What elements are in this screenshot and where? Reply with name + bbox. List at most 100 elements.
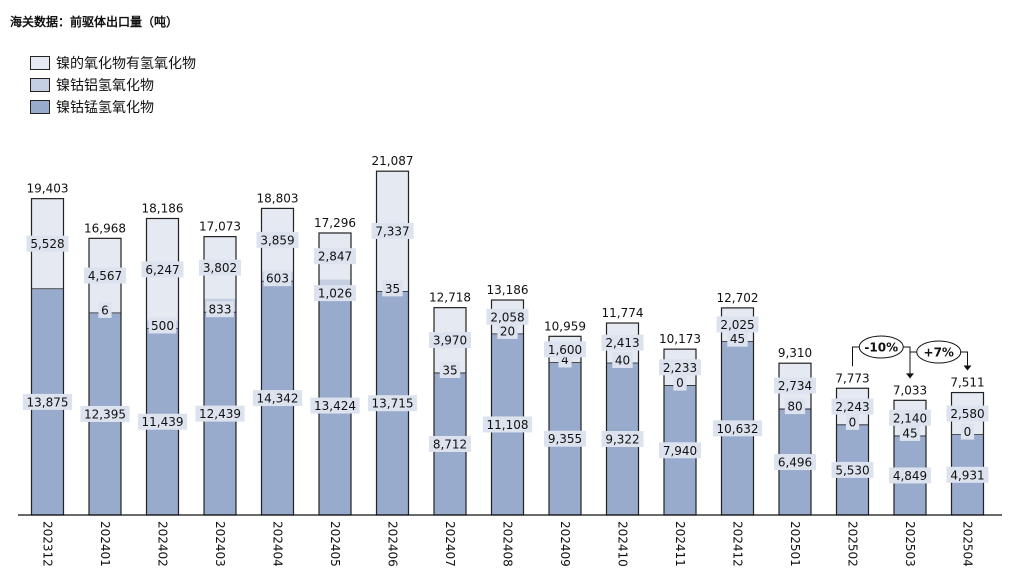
- label-nca-202407-bg: [439, 361, 461, 378]
- label-ni-oxide-202405: 2,847: [318, 250, 352, 264]
- total-label-202409: 10,959: [544, 319, 586, 333]
- label-ni-oxide-202503-bg: [889, 409, 931, 426]
- x-tick-202501: 202501: [788, 521, 802, 567]
- label-ncm-202502-bg: [831, 461, 874, 478]
- label-nca-202404-bg: [263, 270, 292, 287]
- legend: 镍的氧化物有氢氧化物 镍钴铝氢氧化物 镍钴锰氢氧化物: [30, 52, 196, 118]
- legend-swatch-nca: [30, 78, 50, 92]
- label-ni-oxide-202501: 2,734: [778, 379, 812, 393]
- label-ncm-202410: 9,322: [605, 433, 639, 447]
- label-ncm-202404: 14,342: [257, 392, 299, 406]
- label-ncm-202404-bg: [252, 390, 303, 407]
- label-nca-202405-bg: [314, 285, 356, 302]
- label-ncm-202411-bg: [659, 442, 701, 459]
- label-ncm-202504: 4,931: [950, 468, 984, 482]
- label-ni-oxide-202404: 3,859: [260, 233, 294, 247]
- total-label-202504: 7,511: [950, 376, 984, 390]
- label-nca-202411: 0: [676, 376, 684, 390]
- x-tick-202408: 202408: [501, 521, 515, 567]
- label-ncm-202408-bg: [482, 416, 533, 433]
- label-ni-oxide-202504-bg: [946, 405, 989, 422]
- legend-item-nca: 镍钴铝氢氧化物: [30, 74, 196, 96]
- label-nca-202502: 0: [849, 415, 857, 429]
- label-nca-202503: 45: [902, 426, 917, 440]
- label-ncm-202408: 11,108: [487, 418, 529, 432]
- total-label-202408: 13,186: [487, 283, 529, 297]
- label-ni-oxide-202401-bg: [84, 267, 126, 284]
- x-tick-202402: 202402: [156, 521, 170, 567]
- x-tick-202407: 202407: [443, 521, 457, 567]
- label-ncm-202407: 8,712: [433, 437, 467, 451]
- x-tick-202401: 202401: [98, 521, 112, 567]
- label-ncm-202402-bg: [137, 413, 188, 430]
- total-label-202405: 17,296: [314, 216, 356, 230]
- total-label-202401: 16,968: [84, 221, 126, 235]
- legend-swatch-ncm: [30, 100, 50, 114]
- label-ni-oxide-202410-bg: [601, 334, 644, 351]
- total-label-202403: 17,073: [199, 220, 241, 234]
- label-nca-202502-bg: [845, 413, 860, 430]
- total-label-202412: 12,702: [717, 291, 759, 305]
- label-nca-202408: 20: [500, 324, 515, 338]
- total-label-202404: 18,803: [257, 191, 299, 205]
- label-ncm-202402: 11,439: [142, 415, 184, 429]
- label-nca-202402-bg: [148, 317, 177, 334]
- total-label-202406: 21,087: [372, 154, 414, 168]
- label-ncm-202504-bg: [946, 466, 989, 483]
- label-ni-oxide-202407-bg: [429, 332, 471, 349]
- label-nca-202404: 603: [266, 272, 289, 286]
- label-nca-202401-bg: [98, 301, 112, 318]
- label-ni-oxide-202405-bg: [314, 248, 356, 265]
- label-nca-202409: 4: [561, 353, 569, 367]
- label-nca-202401: 6: [101, 303, 109, 317]
- label-nca-202406: 35: [385, 282, 400, 296]
- label-ni-oxide-202407: 3,970: [433, 334, 467, 348]
- label-ncm-202411: 7,940: [663, 444, 697, 458]
- label-ni-oxide-202409: 1,600: [548, 343, 582, 357]
- label-ncm-202405-bg: [310, 397, 360, 414]
- x-tick-202412: 202412: [731, 521, 745, 567]
- x-tick-202502: 202502: [846, 521, 860, 567]
- label-nca-202501-bg: [784, 398, 806, 415]
- label-nca-202405: 1,026: [318, 287, 352, 301]
- label-ncm-202501-bg: [774, 454, 816, 471]
- label-ncm-202501: 6,496: [778, 456, 812, 470]
- label-ni-oxide-202408: 2,058: [490, 310, 524, 324]
- label-ni-oxide-202408-bg: [486, 308, 529, 325]
- total-label-202407: 12,718: [429, 291, 471, 305]
- label-ni-oxide-202401: 4,567: [88, 269, 122, 283]
- label-nca-202503-bg: [899, 424, 921, 441]
- label-nca-202501: 80: [787, 400, 802, 414]
- growth-label-202503: -10%: [864, 341, 898, 355]
- x-tick-202406: 202406: [386, 521, 400, 567]
- total-label-202402: 18,186: [142, 201, 184, 215]
- label-nca-202412-bg: [727, 330, 748, 347]
- total-label-202503: 7,033: [893, 383, 927, 397]
- label-ni-oxide-202501-bg: [774, 377, 816, 394]
- x-tick-202404: 202404: [271, 521, 285, 567]
- label-ni-oxide-202402: 6,247: [145, 263, 179, 277]
- label-ncm-202403-bg: [195, 405, 245, 422]
- label-ni-oxide-202312-bg: [26, 235, 69, 252]
- label-nca-202411-bg: [673, 374, 687, 391]
- label-ni-oxide-202412: 2,025: [720, 318, 754, 332]
- legend-label-ni-oxide: 镍的氧化物有氢氧化物: [56, 56, 196, 72]
- label-ni-oxide-202409-bg: [544, 341, 586, 358]
- label-ncm-202403: 12,439: [199, 407, 241, 421]
- label-ncm-202401-bg: [80, 405, 130, 422]
- total-label-202312: 19,403: [27, 182, 69, 196]
- label-nca-202410: 40: [615, 354, 630, 368]
- label-ni-oxide-202412-bg: [716, 316, 759, 333]
- label-nca-202402: 500: [151, 319, 174, 333]
- label-ncm-202412: 10,632: [717, 422, 759, 436]
- legend-item-ncm: 镍钴锰氢氧化物: [30, 96, 196, 118]
- label-ni-oxide-202502: 2,243: [835, 400, 869, 414]
- label-ni-oxide-202403: 3,802: [203, 261, 237, 275]
- legend-label-ncm: 镍钴锰氢氧化物: [56, 100, 154, 116]
- label-ncm-202502: 5,530: [835, 463, 869, 477]
- label-ncm-202312: 13,875: [27, 395, 69, 409]
- label-ncm-202405: 13,424: [314, 399, 356, 413]
- label-ni-oxide-202502-bg: [831, 398, 874, 415]
- growth-bubble-202503: [858, 335, 904, 359]
